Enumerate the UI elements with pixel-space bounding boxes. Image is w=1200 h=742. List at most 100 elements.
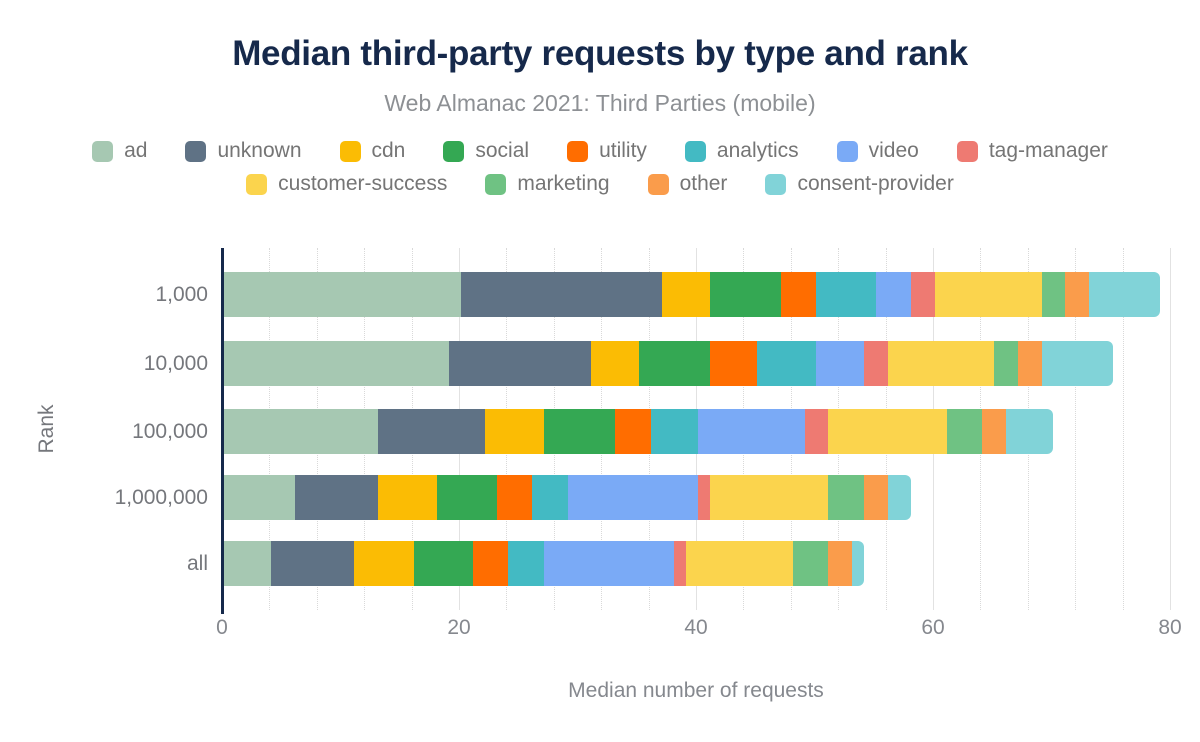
- bar-segment-consent-provider: [1041, 341, 1113, 386]
- bar-segment-tag-manager: [863, 341, 888, 386]
- legend-swatch-social: [443, 140, 465, 162]
- bar-row-1000000: [224, 475, 912, 520]
- gridline-minor-76: [1122, 248, 1124, 610]
- bar-segment-social: [709, 272, 781, 317]
- bar-segment-other: [863, 475, 888, 520]
- gridline-minor-72: [1075, 248, 1077, 610]
- legend-item-other: other: [647, 172, 728, 196]
- bar-segment-video: [543, 541, 675, 586]
- category-label-10000: 10,000: [143, 352, 208, 375]
- y-axis-title: Rank: [35, 404, 58, 454]
- bar-segment-tag-manager: [911, 272, 935, 317]
- legend-row-2: customer-success marketing other consent-pr…: [246, 172, 954, 196]
- bar-segment-customer-success: [887, 341, 995, 386]
- bar-segment-other: [1065, 272, 1089, 317]
- legend-label: unknown: [217, 139, 302, 162]
- bar-segment-consent-provider: [1006, 409, 1054, 454]
- bar-row-10000: [224, 341, 1113, 386]
- bar-segment-unknown: [295, 475, 379, 520]
- category-label-1000: 1,000: [155, 283, 208, 306]
- bar-segment-consent-provider: [851, 541, 864, 586]
- x-tick-label-80: 80: [1158, 616, 1182, 639]
- bar-row-1000: [224, 272, 1161, 317]
- bar-segment-video: [567, 475, 698, 520]
- x-tick-label-40: 40: [684, 616, 708, 639]
- legend-swatch-video: [836, 140, 858, 162]
- bar-segment-ad: [224, 475, 296, 520]
- bar-segment-marketing: [946, 409, 983, 454]
- bar-segment-marketing: [994, 341, 1018, 386]
- bar-segment-ad: [224, 409, 379, 454]
- legend-swatch-other: [647, 173, 669, 195]
- bar-segment-utility: [615, 409, 651, 454]
- bar-segment-utility: [780, 272, 817, 317]
- x-tick-label-0: 0: [216, 616, 228, 639]
- bar-segment-consent-provider: [887, 475, 912, 520]
- bar-segment-cdn: [378, 475, 438, 520]
- category-label-1000000: 1,000,000: [114, 486, 208, 509]
- legend-item-analytics: analytics: [684, 139, 799, 163]
- bar-segment-other: [828, 541, 852, 586]
- legend: ad unknown cdn social utility analytics video t…: [0, 139, 1200, 196]
- legend-item-unknown: unknown: [185, 139, 302, 163]
- bar-segment-customer-success: [828, 409, 947, 454]
- bar-segment-ad: [224, 541, 272, 586]
- bar-segment-utility: [709, 341, 758, 386]
- x-axis-title: Median number of requests: [568, 679, 824, 702]
- x-tick-label-60: 60: [921, 616, 945, 639]
- bar-segment-other: [982, 409, 1007, 454]
- bar-segment-unknown: [449, 341, 592, 386]
- bar-segment-video: [875, 272, 912, 317]
- legend-label: consent-provider: [797, 172, 954, 195]
- legend-label: other: [679, 172, 728, 195]
- bar-segment-analytics: [816, 272, 876, 317]
- legend-swatch-unknown: [185, 140, 207, 162]
- chart-subtitle: Web Almanac 2021: Third Parties (mobile): [384, 90, 816, 116]
- bar-segment-consent-provider: [1088, 272, 1161, 317]
- legend-swatch-cdn: [339, 140, 361, 162]
- legend-label: tag-manager: [988, 139, 1108, 162]
- legend-item-utility: utility: [567, 139, 647, 163]
- bar-segment-ad: [224, 272, 461, 317]
- bar-segment-utility: [496, 475, 533, 520]
- bar-segment-marketing: [792, 541, 829, 586]
- bar-segment-ad: [224, 341, 450, 386]
- legend-swatch-customer-success: [246, 173, 268, 195]
- bar-segment-cdn: [354, 541, 414, 586]
- bar-segment-unknown: [378, 409, 485, 454]
- legend-label: ad: [124, 139, 148, 162]
- bar-segment-customer-success: [686, 541, 793, 586]
- legend-swatch-analytics: [684, 140, 706, 162]
- gridline-major-80: [1170, 248, 1171, 610]
- legend-item-marketing: marketing: [485, 172, 610, 196]
- legend-item-ad: ad: [92, 139, 147, 163]
- bar-segment-social: [543, 409, 616, 454]
- legend-swatch-ad: [92, 140, 114, 162]
- bar-segment-video: [697, 409, 805, 454]
- bar-segment-analytics: [508, 541, 544, 586]
- bar-segment-social: [437, 475, 497, 520]
- legend-swatch-consent-provider: [765, 173, 787, 195]
- bar-segment-cdn: [484, 409, 544, 454]
- y-axis-line: [221, 248, 224, 614]
- x-tick-label-20: 20: [447, 616, 471, 639]
- legend-label: marketing: [517, 172, 610, 195]
- bar-segment-other: [1017, 341, 1042, 386]
- bar-segment-utility: [472, 541, 509, 586]
- bar-segment-customer-success: [709, 475, 829, 520]
- legend-label: cdn: [371, 139, 406, 162]
- legend-item-tag-manager: tag-manager: [956, 139, 1108, 163]
- bar-segment-social: [413, 541, 473, 586]
- bar-segment-cdn: [662, 272, 710, 317]
- bar-segment-tag-manager: [804, 409, 829, 454]
- legend-item-customer-success: customer-success: [246, 172, 447, 196]
- legend-label: social: [475, 139, 530, 162]
- bar-segment-video: [816, 341, 864, 386]
- bar-segment-unknown: [461, 272, 663, 317]
- bar-segment-social: [638, 341, 710, 386]
- legend-label: video: [868, 139, 919, 162]
- legend-label: utility: [599, 139, 647, 162]
- bar-row-100000: [224, 409, 1054, 454]
- legend-row-1: ad unknown cdn social utility analytics video t…: [92, 139, 1108, 163]
